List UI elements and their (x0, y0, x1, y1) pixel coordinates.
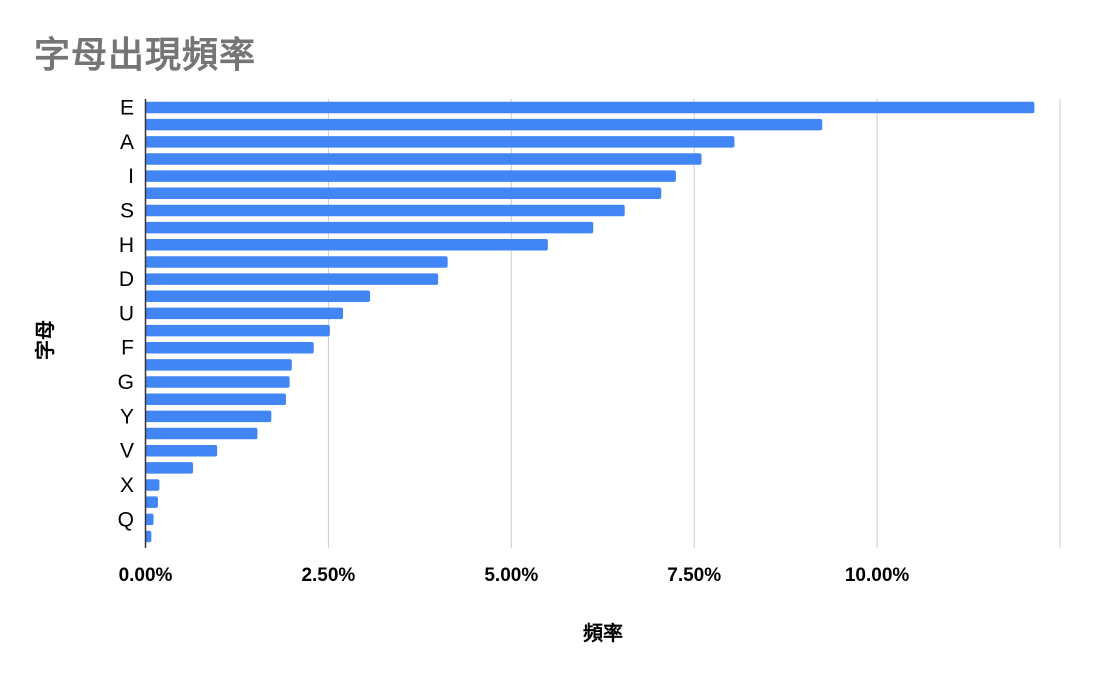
chart-title: 字母出現頻率 (34, 35, 257, 76)
bar (145, 118, 823, 131)
y-tick-label: F (121, 337, 134, 360)
bar (145, 136, 735, 148)
y-tick-label: X (120, 474, 134, 497)
x-tick-label: 7.50% (667, 565, 721, 586)
x-tick-labels: 0.00% 2.50% 5.00% 7.50% 10.00% (119, 565, 910, 586)
y-tick-label: S (120, 199, 134, 222)
x-axis-title: 頻率 (583, 621, 623, 645)
bar (145, 324, 330, 337)
bars (145, 101, 1035, 543)
y-tick-label: E (120, 97, 134, 120)
bar (145, 273, 439, 285)
bar (145, 462, 194, 474)
y-tick-label: Q (118, 508, 134, 531)
bar (145, 204, 625, 217)
x-tick-label: 10.00% (845, 565, 910, 586)
y-tick-label: I (128, 165, 134, 188)
bar (145, 341, 314, 354)
y-tick-label: A (120, 131, 134, 154)
bar (145, 307, 344, 320)
x-tick-label: 0.00% (119, 565, 173, 586)
y-axis-title: 字母 (33, 320, 57, 360)
bar (145, 359, 292, 371)
bar (145, 187, 662, 200)
bar (145, 376, 290, 388)
bar (145, 530, 152, 543)
bar (145, 290, 371, 303)
y-tick-label: V (120, 440, 134, 463)
y-tick-label: Y (120, 405, 134, 428)
bar (145, 153, 702, 165)
x-tick-label: 5.00% (484, 565, 538, 586)
bar (145, 479, 160, 491)
y-tick-label: H (119, 234, 134, 257)
y-tick-label: G (118, 371, 134, 394)
bar (145, 256, 448, 268)
y-tick-label: U (119, 302, 134, 325)
gridlines (327, 99, 1061, 548)
bar (145, 444, 218, 457)
y-tick-label: D (119, 268, 134, 291)
bar (145, 393, 286, 405)
bar (145, 221, 594, 234)
x-tick-label: 2.50% (301, 565, 355, 586)
bar (145, 427, 258, 440)
bar (145, 170, 676, 182)
bar (145, 101, 1035, 114)
bar (145, 239, 548, 251)
bar (145, 496, 158, 508)
bar (145, 513, 154, 526)
bar (145, 410, 272, 423)
